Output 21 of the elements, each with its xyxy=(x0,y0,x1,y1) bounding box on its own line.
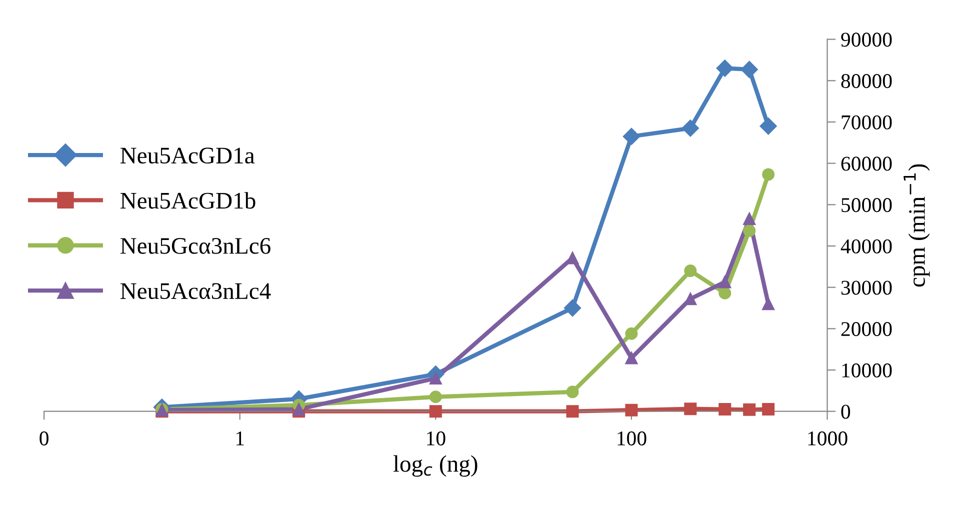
x-tick-label: 1000 xyxy=(808,431,848,446)
legend-label: Neu5Gcα3nLc6 xyxy=(120,238,270,254)
y-tick-label: 80000 xyxy=(841,74,892,88)
x-tick-label: 0 xyxy=(40,431,48,446)
y-tick-label: 0 xyxy=(841,404,850,419)
y-axis-title: cpm (min$^{−1}$) xyxy=(904,164,930,287)
y-tick-label: 90000 xyxy=(841,32,892,47)
y-tick-label: 10000 xyxy=(842,363,892,378)
legend-label: Neu5AcGD1b xyxy=(120,192,256,209)
y-tick-label: 40000 xyxy=(840,239,892,254)
y-tick-label: 20000 xyxy=(841,322,892,336)
legend-label: Neu5Acα3nLc4 xyxy=(120,283,271,300)
x-tick-label: 1 xyxy=(236,431,244,446)
y-tick-label: 50000 xyxy=(842,198,892,212)
x-tick-label: 10 xyxy=(427,431,446,446)
x-tick-label: 100 xyxy=(618,431,646,446)
x-axis-title: log$_{c}$ (ng) xyxy=(393,455,478,477)
legend-label: Neu5AcGD1a xyxy=(120,148,255,164)
y-tick-label: 60000 xyxy=(841,156,892,171)
y-tick-label: 30000 xyxy=(841,280,892,295)
y-tick-label: 70000 xyxy=(842,115,892,130)
